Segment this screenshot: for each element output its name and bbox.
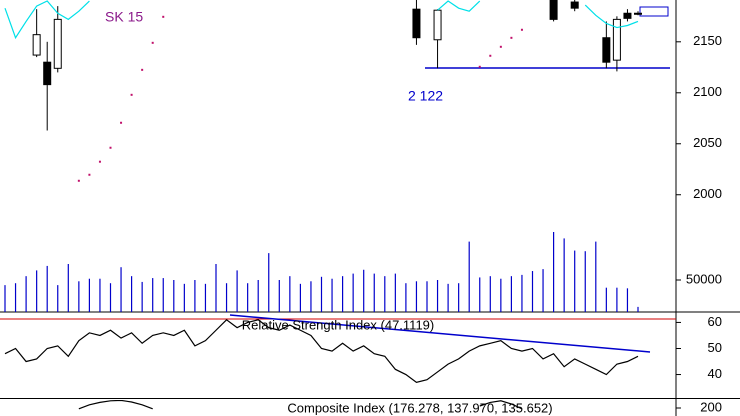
line	[4, 0, 639, 40]
y-tick-label: 200	[700, 399, 722, 414]
candle-body	[602, 37, 611, 63]
sar-dot	[489, 54, 492, 57]
panel	[78, 400, 523, 410]
line	[4, 319, 639, 384]
candle-body	[623, 12, 632, 19]
y-tick-label: 2050	[693, 135, 722, 150]
y-tick-label: 40	[708, 366, 722, 381]
panel	[4, 232, 639, 312]
sar-dot	[478, 65, 481, 68]
panel-title: Composite Index (176.278, 137.970, 135.6…	[287, 400, 552, 415]
sar-dot	[109, 146, 112, 149]
y-tick-label: 2100	[693, 84, 722, 99]
candle-body	[53, 18, 62, 69]
sar-dot	[141, 68, 144, 71]
sar-dot	[499, 45, 502, 48]
candle-body	[549, 0, 558, 20]
y-tick-label: 2150	[693, 33, 722, 48]
candle-body	[43, 61, 52, 86]
candle-body	[570, 1, 579, 9]
trend-line	[229, 314, 651, 353]
candle-body	[32, 34, 41, 56]
line	[78, 400, 523, 410]
sar-dot	[88, 173, 91, 176]
y-tick-label: 50000	[686, 271, 722, 286]
candle-body	[412, 8, 421, 39]
candle-body	[634, 12, 642, 15]
annotation: SK 15	[105, 9, 143, 25]
y-tick-label: 60	[708, 314, 722, 329]
sar-dot	[151, 41, 154, 44]
sar-dot	[77, 179, 80, 182]
candle-body	[612, 18, 621, 61]
panel	[4, 319, 639, 384]
sar-dot	[98, 160, 101, 163]
annotation: 2 122	[408, 88, 443, 104]
y-tick-label: 2000	[693, 186, 722, 201]
sar-dot	[520, 28, 523, 31]
sar-dot	[120, 121, 123, 124]
candle-body	[433, 9, 442, 41]
sar-dot	[162, 15, 165, 18]
panel	[4, 0, 642, 182]
marker-box	[639, 6, 669, 17]
sar-dot	[130, 93, 133, 96]
y-tick-label: 50	[708, 340, 722, 355]
sar-dot	[510, 36, 513, 39]
panel-title: Relative Strength Index (47.1119)	[242, 317, 434, 332]
